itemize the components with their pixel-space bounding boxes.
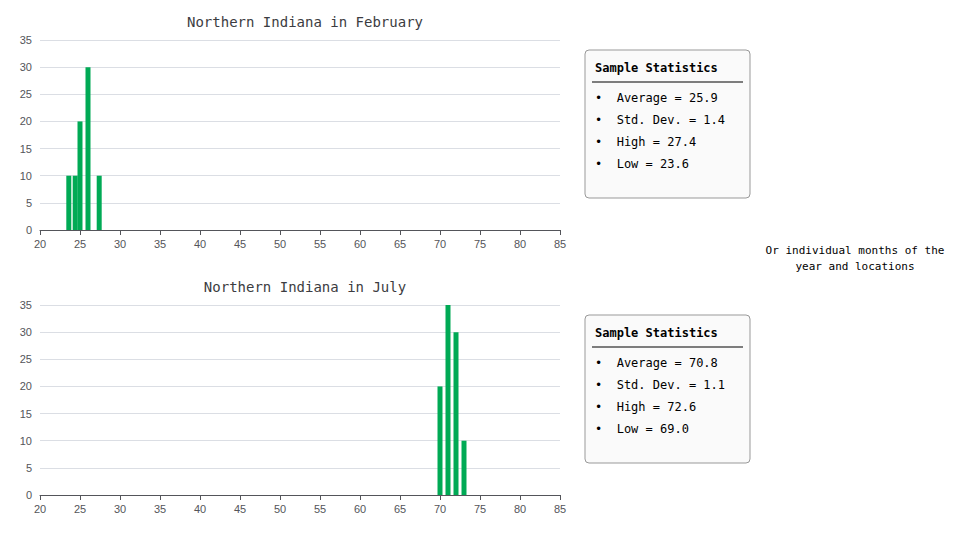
svg-text:45: 45	[234, 503, 246, 515]
svg-text:15: 15	[20, 408, 32, 420]
svg-text:35: 35	[154, 238, 166, 250]
svg-text:25: 25	[20, 353, 32, 365]
svg-text:10: 10	[20, 435, 32, 447]
svg-text:• Std. Dev. = 1.1: • Std. Dev. = 1.1	[595, 378, 725, 392]
svg-text:35: 35	[20, 299, 32, 311]
svg-text:60: 60	[354, 503, 366, 515]
svg-text:35: 35	[154, 503, 166, 515]
svg-text:75: 75	[474, 503, 486, 515]
svg-text:50: 50	[274, 503, 286, 515]
svg-text:55: 55	[314, 503, 326, 515]
svg-text:20: 20	[20, 115, 32, 127]
svg-text:• Low = 23.6: • Low = 23.6	[595, 157, 689, 171]
svg-text:• Average = 25.9: • Average = 25.9	[595, 91, 718, 105]
svg-text:Northern Indiana in July: Northern Indiana in July	[204, 279, 406, 295]
svg-text:Northern Indiana in February: Northern Indiana in February	[187, 14, 423, 30]
svg-text:80: 80	[514, 238, 526, 250]
svg-text:75: 75	[474, 238, 486, 250]
svg-text:25: 25	[20, 88, 32, 100]
svg-text:• Low = 69.0: • Low = 69.0	[595, 422, 689, 436]
svg-text:50: 50	[274, 238, 286, 250]
svg-text:60: 60	[354, 238, 366, 250]
svg-text:30: 30	[114, 238, 126, 250]
svg-text:Sample Statistics: Sample Statistics	[595, 326, 718, 340]
svg-text:40: 40	[194, 503, 206, 515]
svg-text:0: 0	[26, 224, 32, 236]
svg-text:30: 30	[20, 61, 32, 73]
svg-text:55: 55	[314, 238, 326, 250]
svg-text:• High = 72.6: • High = 72.6	[595, 400, 696, 414]
svg-text:0: 0	[26, 489, 32, 501]
svg-text:70: 70	[434, 238, 446, 250]
svg-text:• Average = 70.8: • Average = 70.8	[595, 356, 718, 370]
svg-text:65: 65	[394, 238, 406, 250]
svg-text:5: 5	[26, 462, 32, 474]
svg-text:Or individual months of the: Or individual months of the	[766, 244, 945, 257]
svg-text:85: 85	[554, 503, 566, 515]
svg-text:25: 25	[74, 238, 86, 250]
svg-text:80: 80	[514, 503, 526, 515]
svg-text:5: 5	[26, 197, 32, 209]
svg-text:30: 30	[114, 503, 126, 515]
svg-text:45: 45	[234, 238, 246, 250]
svg-text:65: 65	[394, 503, 406, 515]
svg-text:20: 20	[34, 503, 46, 515]
svg-text:25: 25	[74, 503, 86, 515]
svg-text:15: 15	[20, 143, 32, 155]
svg-text:30: 30	[20, 326, 32, 338]
svg-text:Sample Statistics: Sample Statistics	[595, 61, 718, 75]
svg-text:• High = 27.4: • High = 27.4	[595, 135, 696, 149]
svg-text:85: 85	[554, 238, 566, 250]
svg-text:40: 40	[194, 238, 206, 250]
svg-text:• Std. Dev. = 1.4: • Std. Dev. = 1.4	[595, 113, 725, 127]
svg-text:20: 20	[20, 380, 32, 392]
svg-text:35: 35	[20, 34, 32, 46]
svg-text:70: 70	[434, 503, 446, 515]
svg-text:year and locations: year and locations	[795, 260, 914, 273]
svg-text:10: 10	[20, 170, 32, 182]
svg-text:20: 20	[34, 238, 46, 250]
